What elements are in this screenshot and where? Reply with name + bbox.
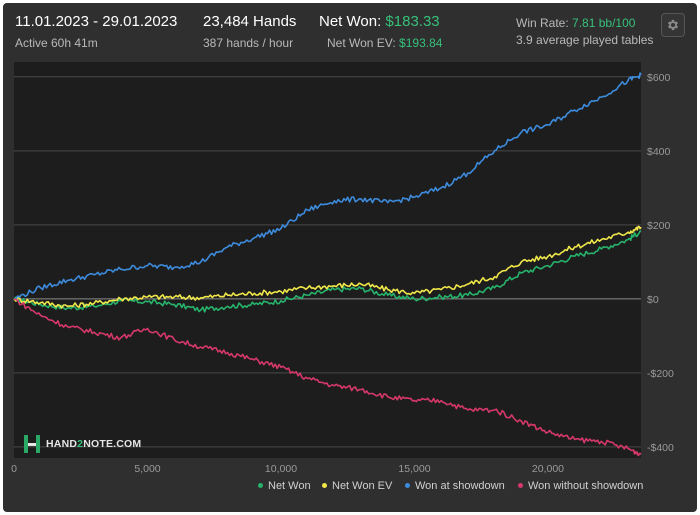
hand2note-logo: HAND2NOTE.COM [23,434,141,456]
legend-won-at-showdown[interactable]: Won at showdown [405,480,505,492]
legend-won-without-showdown[interactable]: Won without showdown [518,480,643,492]
series-line-net-won [13,230,641,313]
net-won-label: Net Won: [319,13,382,30]
date-range: 11.01.2023 - 29.01.2023 [15,13,178,30]
series-line-won-without-showdown [13,298,642,457]
x-tick-label: 10,000 [265,463,297,475]
net-won-value: $183.33 [385,13,440,30]
y-tick-label: $600 [647,72,671,84]
gear-icon [667,19,679,31]
plot-area [14,62,641,458]
y-tick-label: $200 [647,220,671,232]
x-tick-label: 20,000 [532,463,564,475]
x-tick-label: 0 [11,463,17,475]
grid-lines [14,76,641,448]
series-line-net-won-ev [13,225,642,309]
legend-net-won-ev[interactable]: Net Won EV [322,480,392,492]
x-tick-label: 15,000 [398,463,430,475]
hands-per-hour: 387 hands / hour [203,36,294,50]
legend-net-won[interactable]: Net Won [258,480,311,492]
settings-button[interactable] [661,13,685,37]
average-tables: 3.9 average played tables [516,33,654,47]
legend-marker-won-without-showdown [518,482,523,488]
net-won: Net Won: $183.33 [319,13,440,30]
net-won-ev-label: Net Won EV: [327,36,396,50]
profit-chart: $600 $400 $200 $0 -$200 -$400 0 5,000 10,000 15,… [11,72,674,475]
stats-header: 11.01.2023 - 29.01.2023 Active 60h 41m 2… [0,0,700,62]
legend-marker-net-won-ev [322,482,327,488]
y-tick-label: -$200 [647,368,674,380]
net-won-ev-value: $193.84 [399,36,443,50]
active-time: Active 60h 41m [15,36,98,50]
net-won-ev: Net Won EV: $193.84 [327,36,442,50]
series-lines [13,72,642,457]
legend-marker-net-won [258,482,263,488]
y-axis-ticks: $600 $400 $200 $0 -$200 -$400 [647,72,674,454]
y-tick-label: -$400 [647,442,674,454]
y-tick-label: $0 [647,294,659,306]
chart-legend: Net Won Net Won EV Won at showdown Won w… [0,480,700,500]
series-line-won-at-showdown [13,72,642,300]
legend-marker-won-at-showdown [405,482,410,488]
win-rate: Win Rate: 7.81 bb/100 [516,16,635,30]
win-rate-label: Win Rate: [516,16,569,30]
x-tick-label: 5,000 [134,463,160,475]
hands-count: 23,484 Hands [203,13,297,30]
win-rate-value: 7.81 bb/100 [572,16,636,30]
logo-mark-icon [24,435,40,453]
x-axis-ticks: 0 5,000 10,000 15,000 20,000 [11,463,564,475]
logo-wordmark: HAND2NOTE.COM [46,438,142,450]
y-tick-label: $400 [647,146,671,158]
